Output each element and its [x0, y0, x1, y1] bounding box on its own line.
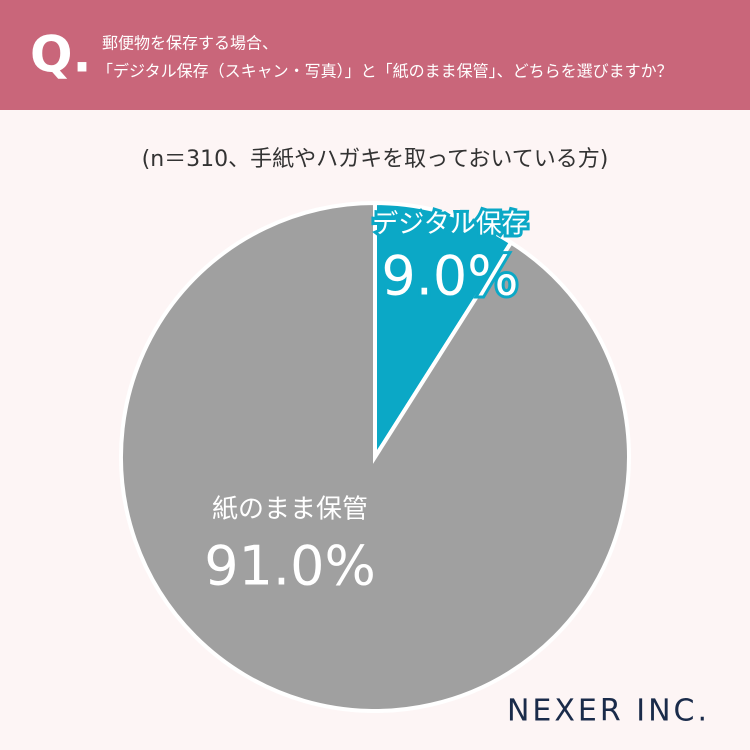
- header-band: [0, 0, 750, 110]
- pie-slice: [119, 200, 631, 713]
- pie-slice: [373, 200, 514, 464]
- logo: NEXER INC.: [507, 694, 710, 729]
- question-line: 「デジタル保存（スキャン・写真）」と「紙のまま保管」、どちらを選びますか？: [97, 62, 673, 81]
- subtitle: (n＝310、手紙やハガキを取っておいている方): [142, 147, 609, 172]
- pie: [119, 200, 631, 713]
- value-label: 91.0%: [204, 535, 376, 598]
- question-mark: Q.: [30, 26, 92, 84]
- question-line: 郵便物を保存する場合、: [102, 34, 278, 53]
- slice-label: 紙のまま保管: [212, 495, 368, 525]
- value-label: 9.0%: [381, 245, 518, 308]
- slice-label: デジタル保存: [372, 210, 527, 240]
